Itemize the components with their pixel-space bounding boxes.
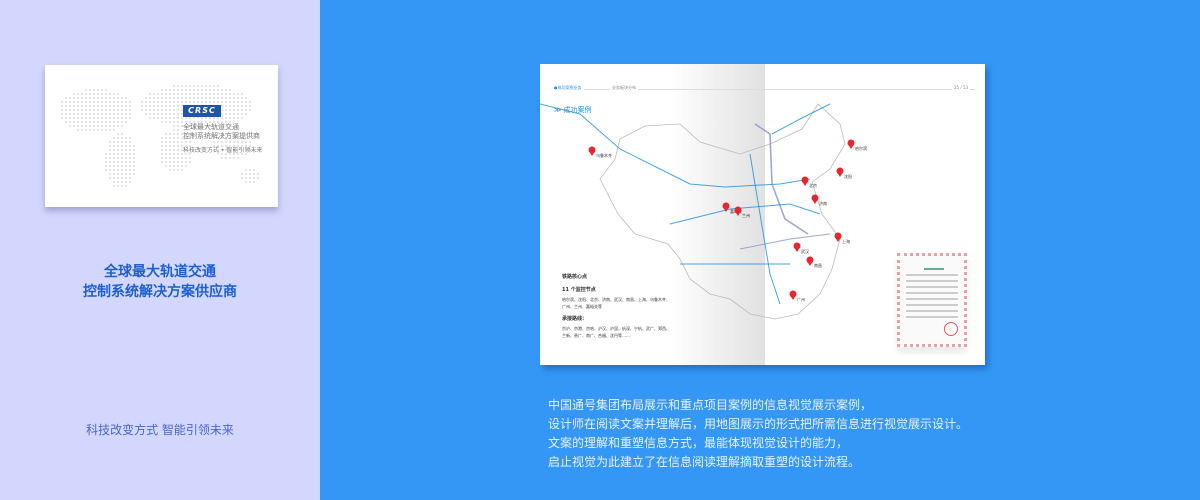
city-label: 北京 (809, 182, 817, 188)
brochure-spread: ●成功案例业务 业务板块分布 25 / 53 ≫ 成功案例 乌鲁木齐嘉峪关兰州北… (540, 64, 985, 365)
map-pin-icon (722, 202, 730, 210)
project-description: 中国通号集团布局展示和重点项目案例的信息视觉展示案例， 设计师在阅读文案并理解后… (548, 396, 968, 472)
business-card-preview: CRSC 全球最大轨道交通 控制系统解决方案提供商 科技改变方式 • 智能引领未… (45, 65, 278, 207)
description-line: 设计师在阅读文案并理解后，用地图展示的形式把所需信息进行视觉展示设计。 (548, 417, 969, 431)
city-pin: 济南 (811, 194, 827, 206)
city-pin: 武汉 (793, 242, 809, 254)
tagline-line-2: 控制系统解决方案供应商 (83, 284, 237, 300)
legend-text-2: 京沪、京港、京哈、沪汉、沪昆、杭深、宁杭、武广、郑西、兰新、贵广、南广、合福、沈… (562, 326, 670, 338)
description-line: 中国通号集团布局展示和重点项目案例的信息视觉展示案例， (548, 398, 873, 412)
city-label: 广州 (797, 296, 805, 302)
city-label: 济南 (819, 200, 827, 206)
city-label: 沈阳 (844, 173, 852, 179)
city-label: 南昌 (814, 262, 822, 268)
rail-line (739, 233, 831, 250)
map-pin-icon (836, 167, 844, 175)
city-label: 乌鲁木齐 (596, 152, 612, 158)
rail-line (754, 123, 809, 235)
city-pin: 乌鲁木齐 (588, 146, 612, 158)
rail-line (540, 103, 726, 188)
tagline-line-1: 全球最大轨道交通 (104, 264, 216, 280)
left-panel: CRSC 全球最大轨道交通 控制系统解决方案提供商 科技改变方式 • 智能引领未… (0, 0, 320, 500)
map-pin-icon (588, 146, 596, 154)
rail-line (724, 178, 811, 188)
legend-subtitle-1: 11 个监控节点 (562, 287, 596, 293)
city-label: 上海 (842, 238, 850, 244)
seal-stamp (944, 322, 958, 336)
legend-subtitle-2: 承接路线： (562, 316, 588, 322)
header-mid: 业务板块分布 (610, 85, 638, 91)
city-pin: 广州 (789, 290, 805, 302)
map-legend-text: 铁路核心点 11 个监控节点 哈尔滨、沈阳、北京、济南、武汉、南昌、上海、乌鲁木… (562, 268, 672, 339)
description-line: 文案的理解和重塑信息方式，最能体现视觉设计的能力， (548, 436, 849, 450)
slogan: 科技改变方式 智能引领未来 (86, 423, 234, 437)
rail-line (669, 203, 821, 225)
section-title: ≫ 成功案例 (554, 106, 592, 114)
map-pin-icon (806, 256, 814, 264)
page-number: 25 / 53 (952, 85, 971, 90)
city-pin: 沈阳 (836, 167, 852, 179)
city-pin: 上海 (834, 232, 850, 244)
map-pin-icon (793, 242, 801, 250)
city-label: 哈尔滨 (855, 145, 867, 151)
city-pin: 哈尔滨 (847, 139, 867, 151)
map-pin-icon (801, 176, 809, 184)
legend-title: 铁路核心点 (562, 274, 588, 280)
city-label: 兰州 (742, 212, 750, 218)
map-pin-icon (789, 290, 797, 298)
certificate-image (897, 253, 967, 347)
map-pin-icon (734, 206, 742, 214)
china-rail-map: 乌鲁木齐嘉峪关兰州北京济南沈阳哈尔滨上海武汉南昌广州 (540, 103, 867, 320)
city-pin: 兰州 (734, 206, 750, 218)
crsc-logo: CRSC (183, 105, 221, 117)
map-pin-icon (811, 194, 819, 202)
map-pin-icon (834, 232, 842, 240)
card-title-2: 控制系统解决方案提供商 (183, 132, 260, 140)
header-rule (555, 89, 975, 90)
map-outline (599, 103, 846, 320)
header-left: ●成功案例业务 (552, 85, 584, 91)
card-slogan: 科技改变方式 • 智能引领未来 (183, 147, 263, 154)
description-line: 启止视觉为此建立了在信息阅读理解摘取重塑的设计流程。 (548, 455, 861, 469)
legend-text-1: 哈尔滨、沈阳、北京、济南、武汉、南昌、上海、乌鲁木齐、广州、兰州、嘉峪关等 (562, 297, 670, 309)
city-label: 武汉 (801, 248, 809, 254)
page-crease (670, 64, 765, 365)
city-pin: 北京 (801, 176, 817, 188)
city-pin: 南昌 (806, 256, 822, 268)
map-pin-icon (847, 139, 855, 147)
rail-line (771, 103, 831, 135)
company-tagline: 全球最大轨道交通 控制系统解决方案供应商 (0, 262, 320, 302)
rail-line (749, 153, 781, 305)
card-title-1: 全球最大轨道交通 (183, 123, 239, 131)
